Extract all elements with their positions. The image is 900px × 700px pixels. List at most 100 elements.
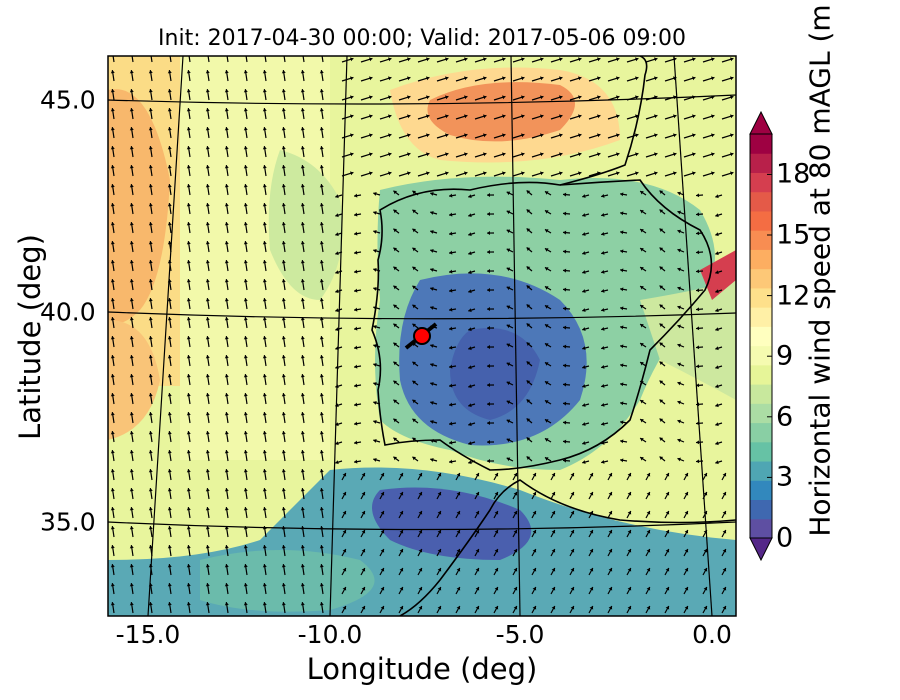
wind-vector-head (437, 586, 442, 591)
wind-vector-head (205, 488, 210, 492)
wind-vector-head (620, 249, 624, 254)
wind-vector-head (186, 184, 191, 188)
wind-vector-head (319, 241, 324, 245)
wind-vector-head (262, 602, 267, 606)
wind-vector-head (373, 457, 377, 462)
wind-vector-head (692, 114, 696, 119)
wind-vector-head (526, 456, 531, 460)
wind-vector-head (578, 57, 582, 62)
wind-vector-head (262, 564, 267, 568)
wind-vector-head (300, 70, 305, 74)
wind-vector-head (393, 399, 398, 404)
wind-vector-head (393, 228, 398, 233)
wind-vector-head (540, 57, 544, 62)
wind-vector-head (722, 529, 727, 534)
wind-vector-head (129, 526, 134, 530)
wind-vector-head (335, 422, 339, 427)
wind-vector-head (640, 381, 644, 385)
wind-vector-head (167, 241, 172, 245)
wind-vector-head (456, 605, 461, 610)
wind-vector-head (205, 431, 210, 435)
wind-vector-head (616, 114, 620, 119)
wind-vector-head (300, 583, 305, 587)
wind-vector-head (281, 469, 286, 473)
wind-vector-head (167, 127, 172, 131)
wind-vector-head (703, 586, 708, 591)
wind-vector-head (563, 420, 567, 425)
wind-vector-head (319, 89, 324, 93)
wind-vector-head (281, 488, 286, 492)
wind-vector-head (449, 402, 453, 407)
wind-vector-head (640, 438, 644, 442)
wind-vector-head (521, 114, 525, 119)
wind-vector-head (677, 191, 682, 196)
wind-vector-head (654, 95, 658, 100)
wind-vector-head (475, 605, 480, 610)
wind-vector-head (589, 605, 594, 610)
wind-vector-head (350, 57, 354, 62)
wind-vector-head (582, 403, 586, 407)
wind-vector-head (487, 440, 491, 445)
wind-vector-head (502, 152, 506, 157)
x-tick-label: -15.0 (115, 620, 181, 649)
wind-vector-head (526, 380, 531, 384)
wind-vector-head (319, 127, 324, 131)
wind-vector-head (186, 507, 191, 511)
wind-vector-head (262, 450, 267, 454)
wind-vector-head (186, 70, 191, 74)
wind-vector-head (300, 203, 305, 207)
wind-vector-head (711, 95, 715, 100)
wind-vector-head (167, 108, 172, 112)
wind-vector-head (654, 76, 658, 81)
wind-vector-head (544, 343, 549, 347)
wind-vector-head (373, 400, 377, 405)
wind-vector-head (722, 491, 727, 496)
wind-vector-head (601, 421, 605, 426)
wind-vector-head (563, 306, 567, 311)
wind-vector-head (722, 605, 727, 610)
wind-vector-head (559, 76, 563, 81)
wind-vector-head (243, 165, 248, 169)
wind-vector-head (684, 510, 689, 515)
wind-vector-head (205, 507, 210, 511)
wind-vector-head (243, 89, 248, 93)
wind-vector-head (129, 393, 134, 397)
wind-vector-head (373, 191, 377, 196)
wind-vector-head (437, 510, 442, 515)
wind-vector-head (646, 548, 651, 553)
wind-vector-head (487, 212, 491, 217)
wind-vector-head (243, 507, 248, 511)
wind-vector-head (506, 191, 511, 196)
wind-vector-head (186, 545, 191, 549)
wind-vector-head (148, 450, 153, 454)
wind-vector-head (513, 548, 518, 553)
wind-vector-head (456, 491, 461, 496)
wind-vector-head (354, 326, 358, 331)
wind-vector-head (243, 222, 248, 226)
wind-vector-head (148, 184, 153, 188)
wind-vector-head (224, 412, 229, 416)
wind-vector-head (684, 586, 689, 591)
wind-vector-head (730, 171, 734, 176)
wind-vector-head (224, 203, 229, 207)
wind-vector-head (449, 288, 453, 293)
wind-vector-head (186, 222, 191, 226)
wind-vector-head (494, 605, 499, 610)
wind-vector-head (526, 399, 531, 403)
wind-vector-head (281, 146, 286, 150)
wind-vector-head (281, 298, 286, 302)
wind-vector-head (449, 231, 453, 236)
wind-vector-head (696, 250, 700, 255)
wind-vector-head (129, 108, 134, 112)
wind-vector-head (703, 567, 708, 572)
wind-vector-head (506, 210, 511, 215)
wind-vector-head (526, 190, 531, 194)
wind-vector-head (640, 419, 644, 423)
wind-vector-head (167, 317, 172, 321)
wind-vector-head (506, 305, 511, 310)
colorbar-tick-label: 18 (776, 158, 811, 190)
wind-vector-head (224, 583, 229, 587)
wind-vector-head (570, 491, 575, 496)
colorbar-tick-label: 6 (776, 401, 794, 433)
wind-vector-head (300, 450, 305, 454)
